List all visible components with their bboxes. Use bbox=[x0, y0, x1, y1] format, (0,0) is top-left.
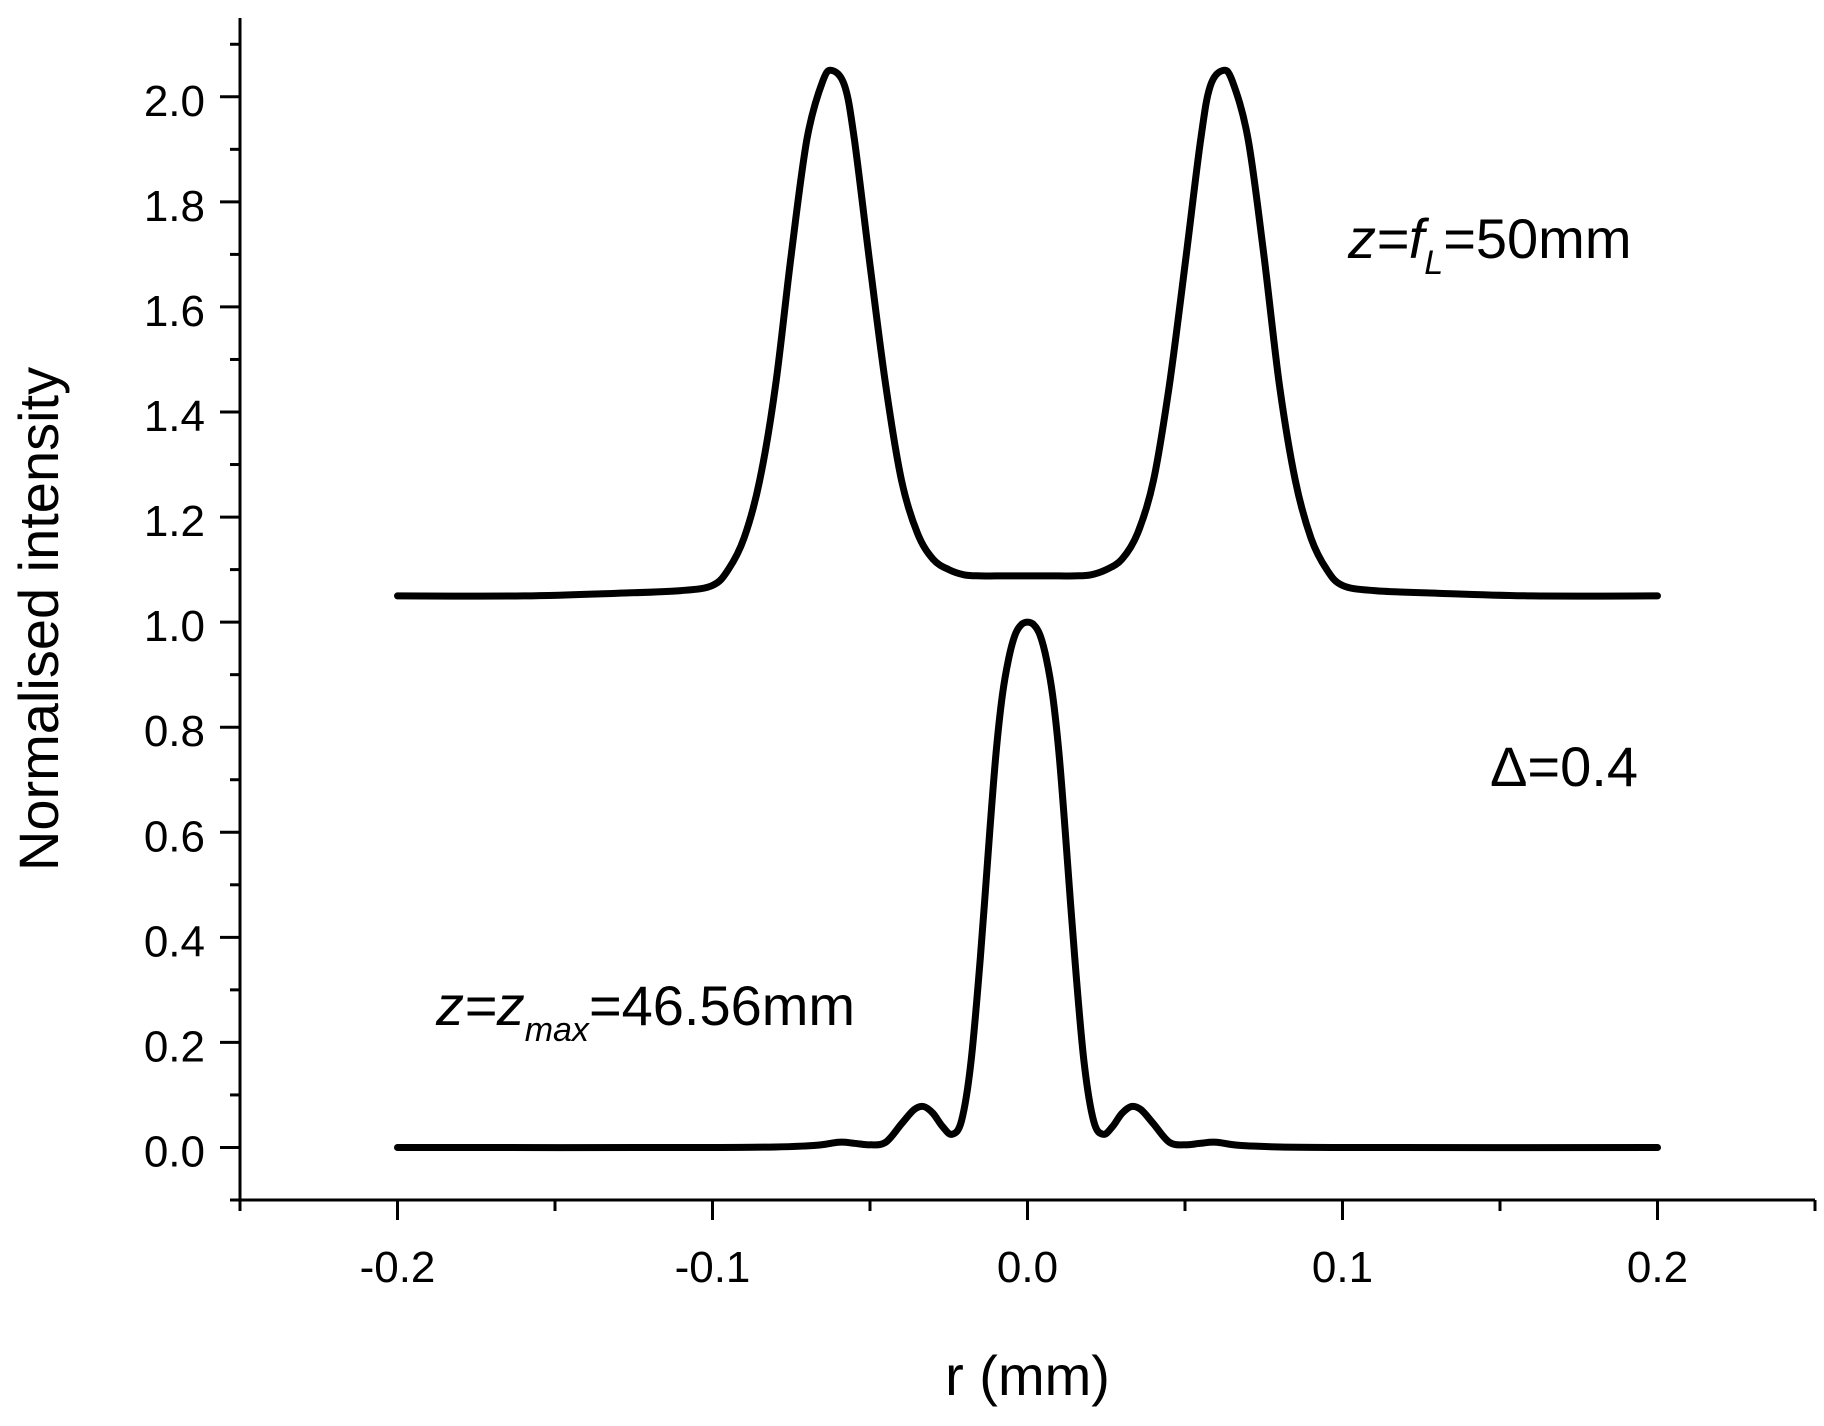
series-line-bottom bbox=[394, 618, 1661, 1152]
y-tick-label: 0.0 bbox=[144, 1127, 205, 1176]
x-axis-label: r (mm) bbox=[945, 1344, 1110, 1407]
annotation-top-suffix: =50mm bbox=[1443, 207, 1631, 270]
x-tick-label: -0.1 bbox=[675, 1243, 751, 1292]
annotation-bottom-curve: z=zmax=46.56mm bbox=[435, 974, 855, 1049]
annotation-bottom-suffix: =46.56mm bbox=[589, 974, 855, 1037]
axes: 0.00.20.40.60.81.01.21.41.61.82.0 -0.2 -0… bbox=[144, 18, 1817, 1292]
y-tick-label: 0.2 bbox=[144, 1022, 205, 1071]
x-tick-label: 0.1 bbox=[1312, 1243, 1373, 1292]
y-tick-label: 0.8 bbox=[144, 707, 205, 756]
annotation-delta: Δ=0.4 bbox=[1490, 735, 1638, 798]
x-axis-ticks: -0.2 -0.1 0.0 0.1 0.2 bbox=[238, 1200, 1817, 1292]
x-tick-label: 0.0 bbox=[997, 1243, 1058, 1292]
series-layer bbox=[394, 66, 1661, 1152]
y-tick-label: 1.8 bbox=[144, 182, 205, 231]
annotation-bottom-prefix: z=z bbox=[435, 974, 525, 1037]
y-tick-label: 0.6 bbox=[144, 812, 205, 861]
x-tick-label: -0.2 bbox=[360, 1243, 436, 1292]
series-line-top bbox=[394, 66, 1661, 600]
y-tick-label: 1.0 bbox=[144, 602, 205, 651]
y-tick-label: 2.0 bbox=[144, 77, 205, 126]
y-tick-label: 1.2 bbox=[144, 497, 205, 546]
x-tick-label: 0.2 bbox=[1627, 1243, 1688, 1292]
y-tick-label: 1.4 bbox=[144, 392, 205, 441]
y-tick-label: 0.4 bbox=[144, 917, 205, 966]
annotation-top-sub: L bbox=[1424, 244, 1443, 282]
y-axis-ticks: 0.0 0.2 0.4 0.6 0.8 1.0 1.2 1.4 1.6 1.8 2.0 bbox=[144, 42, 240, 1202]
annotation-bottom-sub: max bbox=[525, 1011, 590, 1049]
y-axis-label: Normalised intensity bbox=[7, 367, 70, 871]
annotation-top-curve: z=fL=50mm bbox=[1347, 207, 1631, 282]
y-tick-label: 1.6 bbox=[144, 287, 205, 336]
annotation-top-prefix: z=f bbox=[1347, 207, 1430, 270]
